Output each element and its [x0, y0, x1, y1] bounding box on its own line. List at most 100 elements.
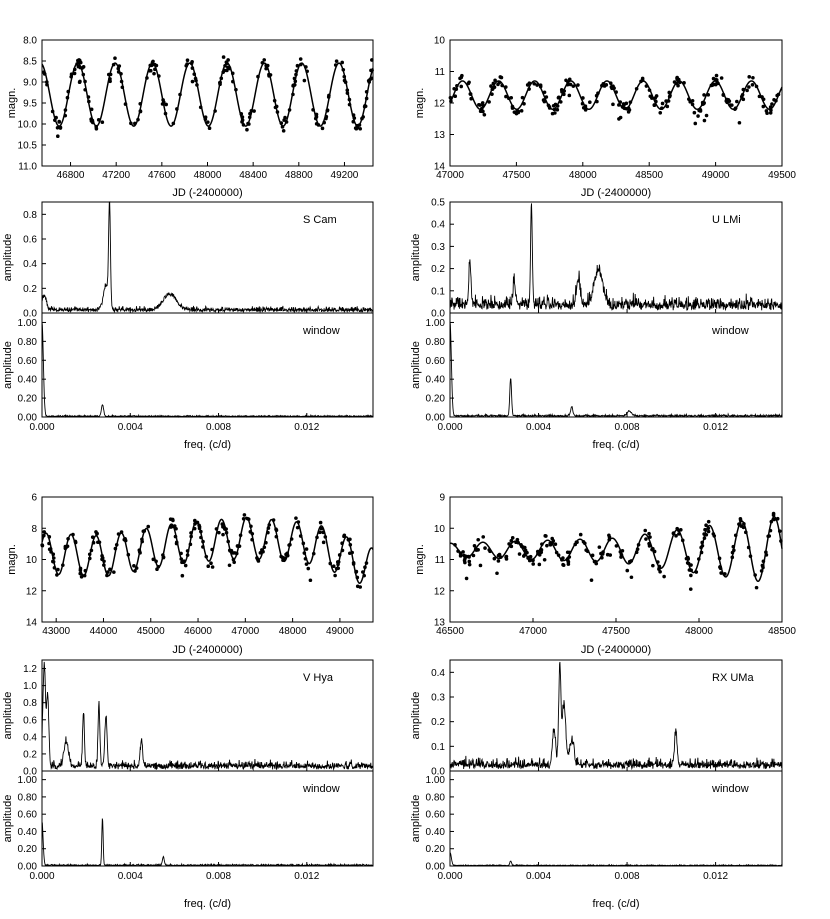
observation-point — [119, 79, 124, 84]
observation-point — [547, 106, 552, 110]
x-tick-label: 43000 — [42, 626, 70, 637]
observation-point — [714, 73, 719, 78]
observation-point — [510, 104, 515, 109]
observation-point — [266, 526, 271, 530]
observation-point — [298, 534, 303, 538]
observation-point — [588, 100, 592, 104]
observation-point — [333, 573, 337, 578]
model-curve — [41, 516, 374, 584]
observation-point — [333, 63, 338, 67]
observation-point — [477, 102, 481, 107]
x-tick-label: 47000 — [231, 626, 259, 637]
observation-point — [78, 79, 82, 84]
observation-point — [89, 107, 94, 112]
spectrum-panel-3: 0.0 0.1 0.2 0.3 0.4 amplitude RX UMa — [410, 659, 783, 778]
observation-point — [542, 99, 547, 104]
y-axis-label: magn. — [6, 544, 18, 575]
observation-point — [532, 81, 537, 86]
observation-point — [753, 573, 757, 577]
observation-point — [102, 559, 106, 564]
y-tick-label: 0.2 — [23, 749, 37, 760]
observation-point — [770, 102, 774, 106]
observation-point — [699, 545, 703, 550]
observation-point — [83, 87, 87, 92]
y-tick-label: 0.8 — [23, 698, 37, 709]
observation-point — [706, 93, 711, 97]
observation-point — [51, 552, 56, 556]
x-tick-label: 49500 — [768, 170, 796, 181]
observation-point — [203, 115, 208, 119]
amplitude-trace — [449, 852, 783, 867]
observation-point — [63, 108, 68, 112]
observation-point — [299, 62, 303, 67]
observation-point — [717, 556, 722, 561]
observation-point — [42, 70, 46, 74]
y-tick-label: 0.80 — [426, 337, 446, 348]
observation-point — [292, 76, 297, 81]
observation-point — [322, 120, 326, 125]
observation-point — [72, 67, 77, 72]
observation-point — [81, 72, 86, 77]
observation-point — [462, 553, 466, 558]
observation-point — [180, 573, 185, 578]
spectrum-label: RX UMa — [712, 672, 754, 684]
observation-point — [156, 564, 161, 569]
observation-point — [634, 86, 639, 91]
observation-point — [108, 79, 112, 84]
observation-point — [498, 75, 503, 79]
y-tick-label: 0.60 — [18, 356, 38, 367]
observation-point — [318, 520, 323, 525]
observation-point — [369, 76, 374, 81]
observation-point — [366, 78, 371, 83]
observation-point — [370, 58, 374, 62]
observation-point — [51, 556, 56, 560]
observation-point — [567, 77, 572, 82]
observation-point — [559, 88, 564, 92]
observation-point — [175, 107, 179, 111]
observation-point — [105, 573, 109, 578]
observation-point — [481, 535, 486, 539]
observation-point — [625, 568, 630, 573]
observation-point — [771, 513, 776, 517]
observation-point — [334, 59, 339, 63]
observation-point — [747, 85, 751, 89]
y-axis-label: magn. — [414, 88, 426, 119]
observation-point — [684, 556, 689, 561]
amplitude-trace — [449, 320, 783, 419]
observation-point — [617, 103, 621, 107]
observation-point — [504, 85, 508, 89]
x-tick-label: 47000 — [436, 170, 464, 181]
observation-point — [741, 97, 746, 102]
observation-point — [116, 532, 121, 536]
window-label: window — [302, 325, 340, 337]
observation-point — [201, 539, 205, 544]
x-tick-label: 0.000 — [437, 871, 462, 882]
observation-point — [537, 562, 542, 567]
observation-point — [321, 530, 326, 535]
observation-point — [358, 126, 363, 131]
observation-point — [291, 92, 295, 97]
y-tick-label: 13 — [434, 618, 446, 629]
observation-point — [719, 76, 724, 80]
x-tick-label: 48000 — [569, 170, 597, 181]
x-tick-label: 44000 — [90, 626, 118, 637]
observation-point — [676, 83, 680, 88]
observation-point — [458, 551, 463, 556]
observation-point — [647, 88, 652, 92]
observation-point — [298, 57, 303, 61]
observation-point — [106, 72, 111, 77]
y-tick-label: 0.3 — [431, 693, 445, 704]
observation-point — [293, 79, 298, 84]
observation-point — [677, 80, 682, 85]
observation-point — [468, 92, 473, 96]
observation-point — [768, 105, 773, 109]
observation-point — [292, 83, 297, 87]
y-tick-label: 8.5 — [23, 57, 37, 68]
observation-point — [223, 527, 227, 531]
observation-point — [544, 534, 548, 538]
y-tick-label: 14 — [434, 162, 446, 173]
observation-point — [164, 102, 168, 107]
observation-point — [183, 563, 188, 568]
observation-point — [607, 537, 612, 542]
